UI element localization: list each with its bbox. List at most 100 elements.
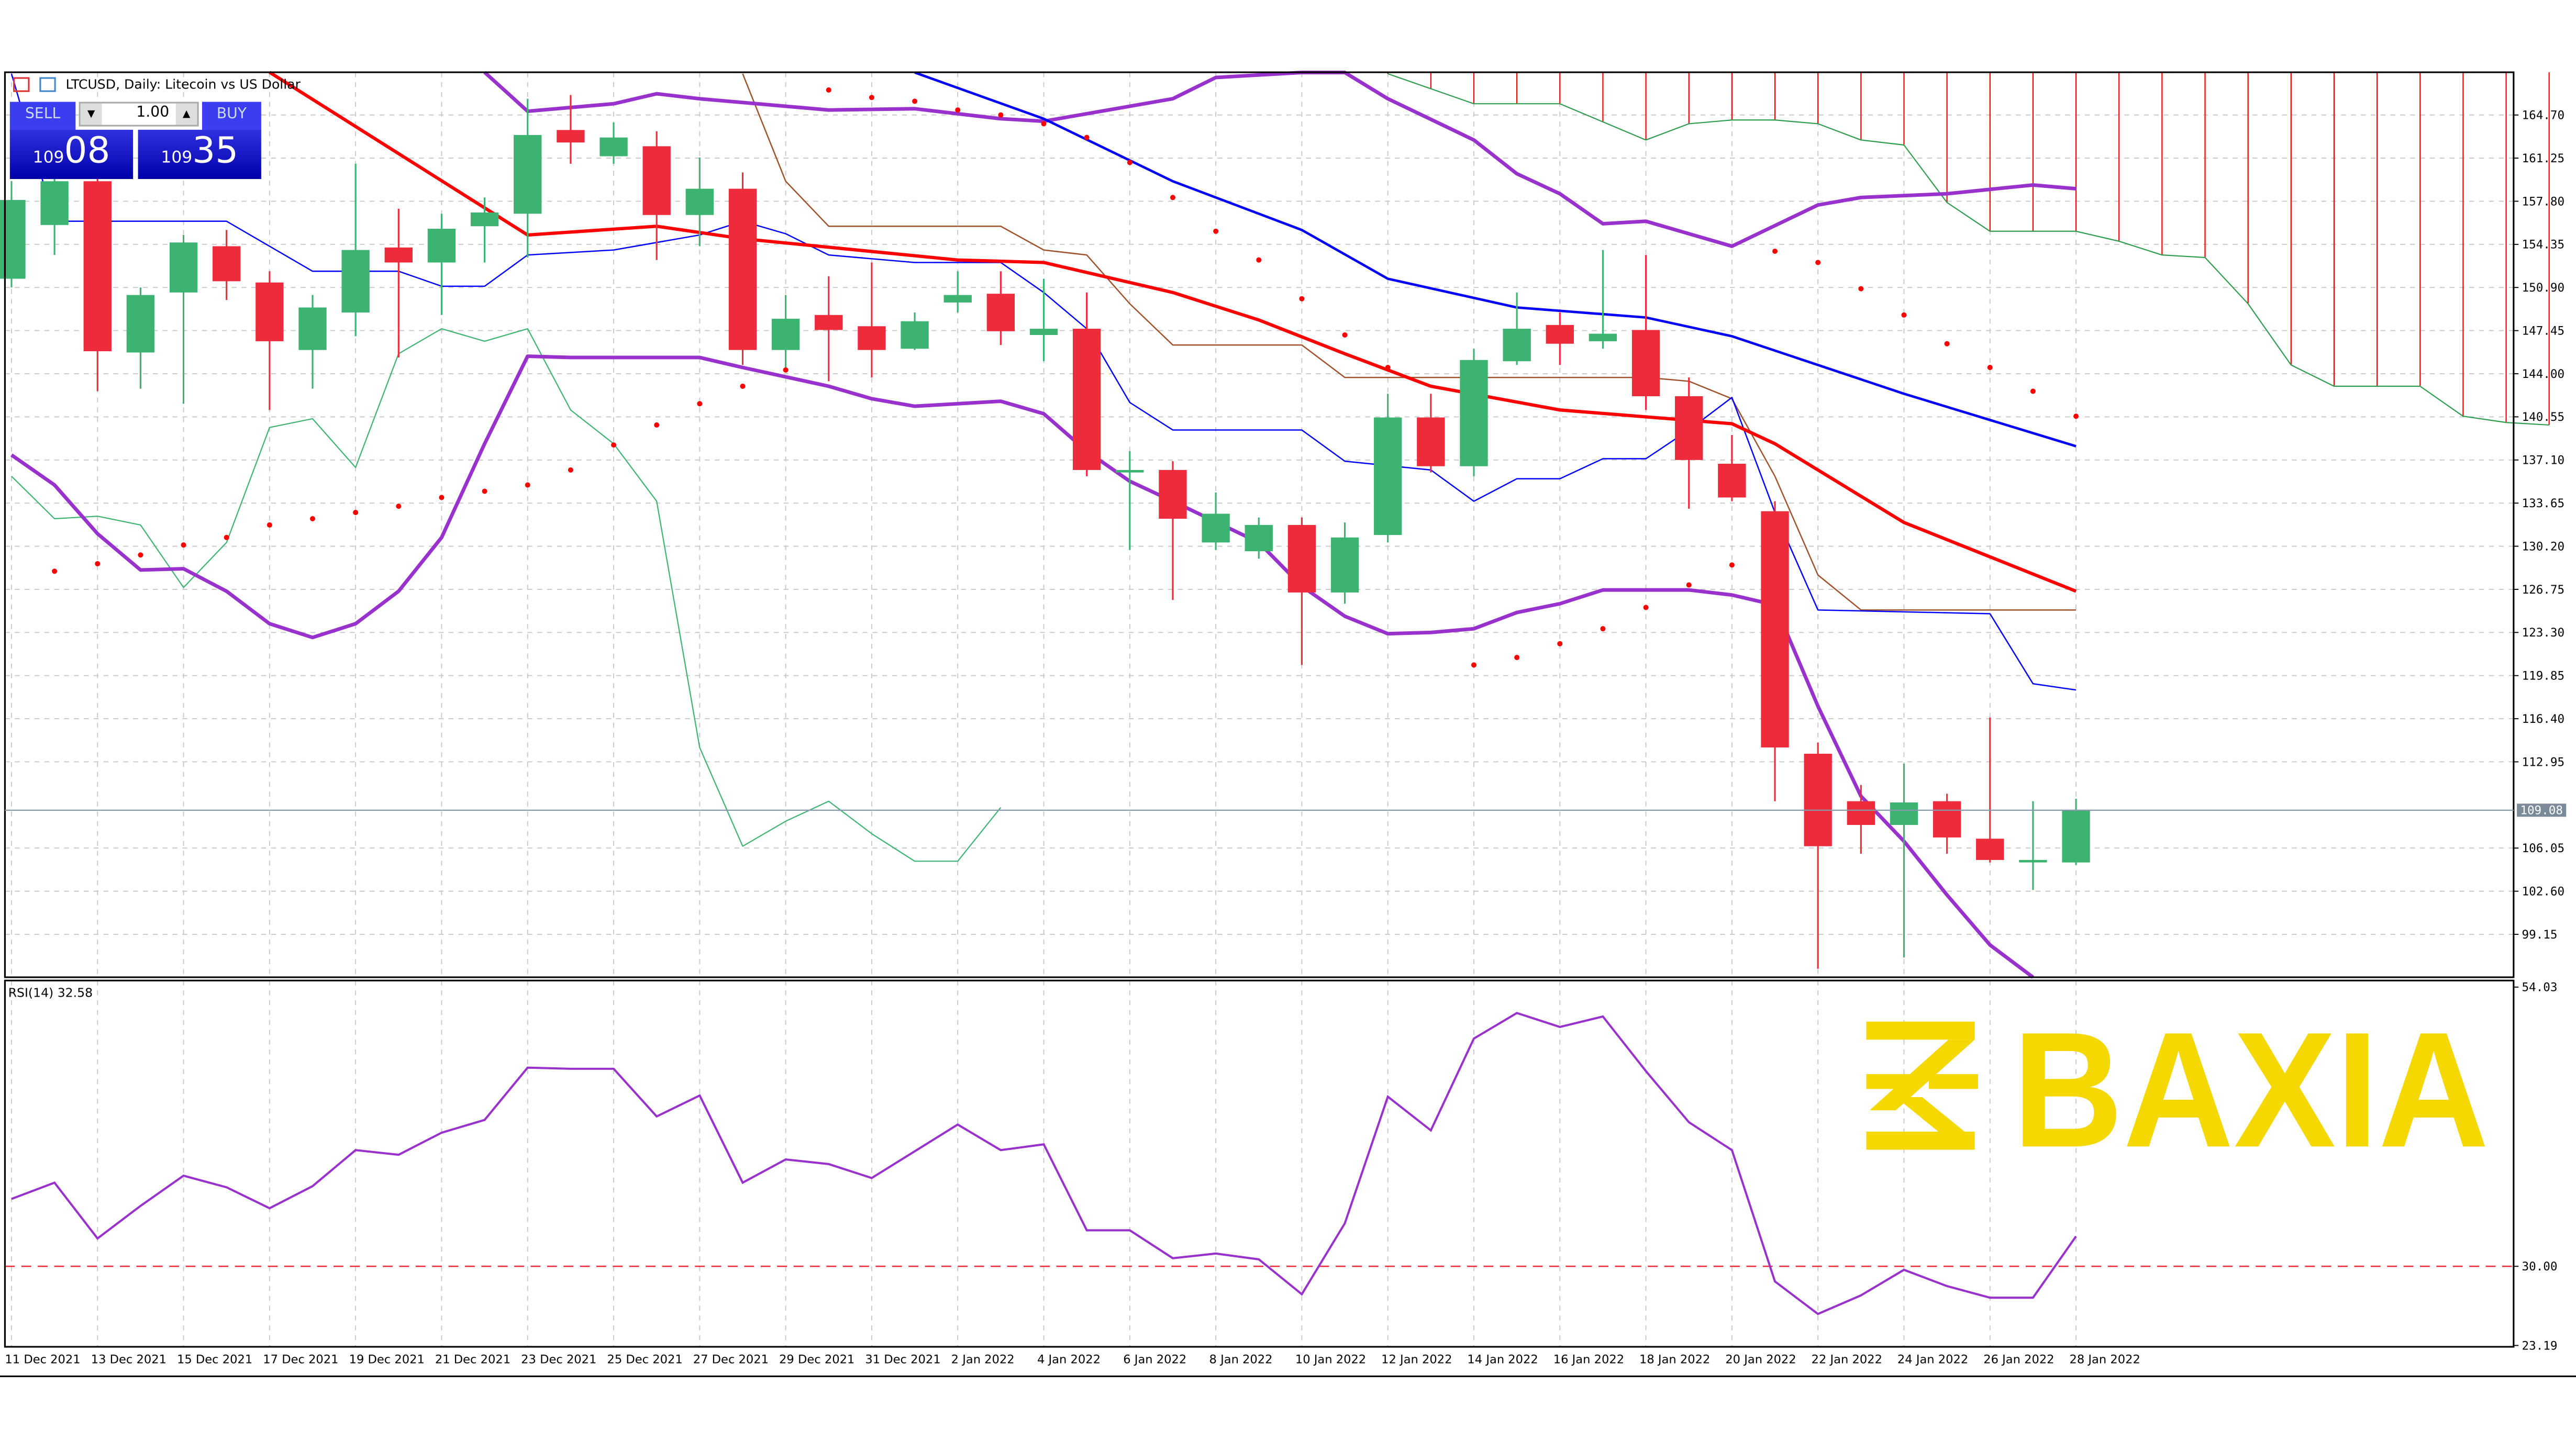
- bullish-candle: [341, 250, 370, 312]
- sar-dot: [1858, 286, 1864, 292]
- sar-dot: [912, 98, 918, 104]
- x-tick-label: 20 Jan 2022: [1725, 1353, 1796, 1366]
- y-tick-label: 116.40: [2522, 712, 2565, 726]
- x-tick-label: 29 Dec 2021: [779, 1353, 854, 1366]
- bearish-candle: [384, 247, 413, 263]
- bullish-candle: [1374, 417, 1402, 535]
- bullish-candle: [2062, 810, 2090, 863]
- sar-dot: [1471, 662, 1477, 668]
- y-tick-label: 112.95: [2522, 755, 2565, 769]
- chart-title: LTCUSD, Daily: Litecoin vs US Dollar: [65, 77, 301, 92]
- rsi-pane-frame: [4, 979, 2515, 1348]
- sar-dot: [396, 504, 402, 509]
- y-tick-label: 119.85: [2522, 669, 2565, 683]
- sar-dot: [2030, 388, 2036, 394]
- sar-dot: [654, 422, 660, 428]
- x-tick-label: 16 Jan 2022: [1553, 1353, 1624, 1366]
- y-tick-label: 133.65: [2522, 497, 2565, 510]
- bullish-candle: [470, 212, 499, 227]
- bearish-candle: [1976, 839, 2004, 860]
- sar-dot: [138, 552, 143, 558]
- sar-dot: [1686, 582, 1692, 588]
- y-tick-label: 102.60: [2522, 885, 2565, 898]
- x-tick-label: 11 Dec 2021: [5, 1353, 80, 1366]
- x-tick-label: 14 Jan 2022: [1467, 1353, 1538, 1366]
- parabolic-sar: [52, 87, 2079, 668]
- sar-dot: [2073, 414, 2079, 419]
- sar-dot: [439, 495, 445, 500]
- sar-dot: [1170, 195, 1175, 200]
- sar-dot: [1901, 312, 1907, 318]
- sar-dot: [1600, 626, 1606, 632]
- sar-dot: [1729, 562, 1735, 568]
- lot-size-input[interactable]: 1.00: [136, 105, 170, 122]
- bearish-candle: [728, 188, 757, 350]
- one-click-trading-panel: SELL ▼ 1.00 ▲ BUY 10908 10935: [9, 102, 261, 180]
- x-tick-label: 4 Jan 2022: [1037, 1353, 1101, 1366]
- bullish-candle: [427, 228, 456, 263]
- bullish-candle: [514, 135, 542, 214]
- kijun-line: [742, 73, 2077, 611]
- y-tick-label: 147.45: [2522, 324, 2565, 338]
- x-tick-label: 15 Dec 2021: [177, 1353, 252, 1366]
- market-watch-icon[interactable]: [13, 77, 30, 92]
- current-price-badge: [2517, 803, 2567, 817]
- rsi-label: RSI(14) 32.58: [8, 985, 93, 1000]
- bearish-candle: [986, 294, 1015, 331]
- bearish-candle: [1933, 801, 1961, 837]
- sell-button[interactable]: SELL: [9, 102, 76, 132]
- x-tick-label: 6 Jan 2022: [1123, 1353, 1186, 1366]
- bullish-candle: [2019, 859, 2047, 863]
- bearish-candle: [1159, 470, 1187, 519]
- sar-dot: [1084, 135, 1090, 140]
- bullish-candle: [599, 137, 628, 157]
- bearish-candle: [557, 130, 585, 143]
- price-pane-frame: [4, 71, 2515, 978]
- x-tick-label: 26 Jan 2022: [1983, 1353, 2054, 1366]
- decrease-lot-button[interactable]: ▼: [80, 103, 102, 125]
- bearish-candle: [83, 181, 112, 352]
- x-tick-label: 25 Dec 2021: [607, 1353, 682, 1366]
- bullish-candle: [1029, 329, 1058, 335]
- x-tick-label: 18 Jan 2022: [1639, 1353, 1710, 1366]
- y-tick-label: 140.55: [2522, 410, 2565, 424]
- ma-fast-line: [269, 71, 2077, 593]
- sar-dot: [309, 516, 316, 522]
- y-tick-label: 99.15: [2522, 928, 2558, 942]
- bearish-candle: [1287, 524, 1316, 593]
- bullish-candle: [1460, 360, 1488, 466]
- sar-dot: [1342, 332, 1348, 338]
- bearish-candle: [1546, 325, 1574, 344]
- buy-button[interactable]: BUY: [202, 102, 261, 132]
- bearish-candle: [642, 146, 671, 215]
- bullish-candle: [126, 295, 155, 353]
- bearish-candle: [1761, 511, 1789, 748]
- bearish-candle: [256, 282, 284, 341]
- chart-icon[interactable]: [39, 77, 56, 92]
- sell-price[interactable]: 10908: [9, 129, 134, 180]
- sar-dot: [525, 482, 530, 488]
- bearish-candle: [1675, 396, 1703, 460]
- bearish-candle: [1072, 329, 1101, 470]
- y-tick-label: 130.20: [2522, 540, 2565, 553]
- sar-dot: [826, 87, 831, 93]
- y-tick-label: 144.00: [2522, 367, 2565, 381]
- sar-dot: [740, 383, 746, 389]
- buy-price[interactable]: 10935: [138, 129, 261, 180]
- sar-dot: [1213, 228, 1219, 234]
- sar-dot: [1643, 605, 1649, 610]
- sar-dot: [1385, 365, 1391, 371]
- sar-dot: [1557, 641, 1563, 646]
- bullish-candle: [1589, 333, 1617, 341]
- bearish-candle: [1718, 463, 1746, 498]
- y-tick-label: 126.75: [2522, 583, 2565, 597]
- lot-size-stepper[interactable]: ▼ 1.00 ▲: [79, 102, 199, 127]
- ma-slow-line: [914, 71, 2077, 448]
- sar-dot: [783, 367, 789, 373]
- y-tick-label: 161.25: [2522, 152, 2565, 165]
- increase-lot-button[interactable]: ▲: [175, 103, 197, 125]
- bullish-candle: [1890, 802, 1918, 825]
- chikou-line: [11, 328, 1002, 862]
- candles: [0, 95, 2090, 969]
